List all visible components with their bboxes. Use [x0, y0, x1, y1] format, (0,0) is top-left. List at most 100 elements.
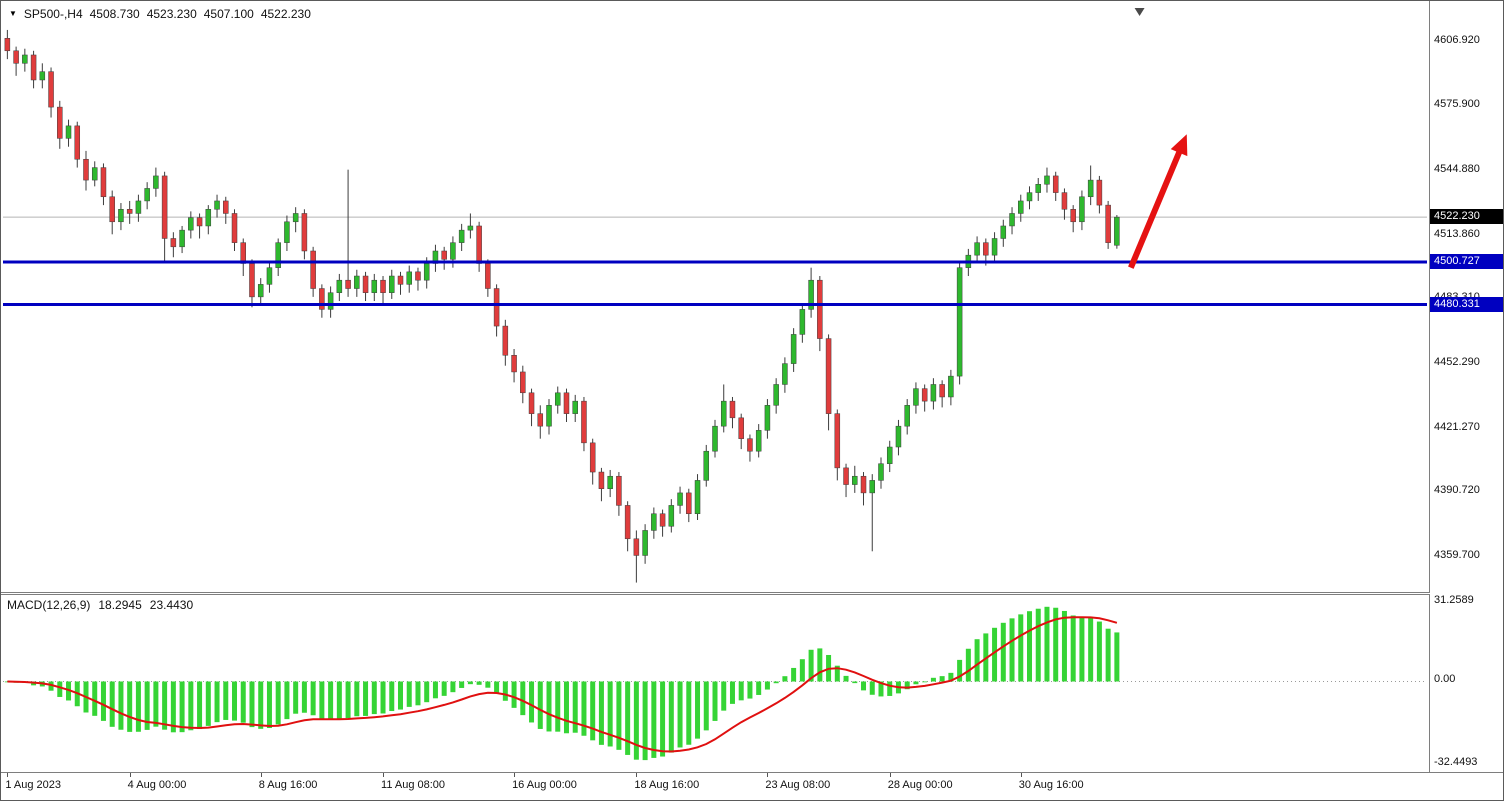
- macd-bar: [738, 681, 744, 701]
- candles-series: [4, 29, 1120, 583]
- candle-body-down: [100, 167, 107, 198]
- candle: [790, 328, 797, 372]
- macd-bar: [336, 681, 342, 719]
- macd-bar: [668, 681, 674, 753]
- trend-arrow-head[interactable]: [1170, 134, 1188, 157]
- candle: [327, 286, 334, 318]
- time-axis[interactable]: 1 Aug 2023 4 Aug 00:00 8 Aug 16:00 11 Aug 0…: [1, 772, 1503, 800]
- candle-body-up: [764, 405, 771, 431]
- candle: [406, 265, 412, 293]
- time-axis-label: 8 Aug 16:00: [258, 779, 318, 791]
- trend-arrow-shaft[interactable]: [1128, 145, 1185, 269]
- candle-body-up: [118, 209, 124, 223]
- candle-body-down: [659, 513, 666, 527]
- candle-body-down: [825, 338, 832, 414]
- candle-body-up: [773, 384, 779, 406]
- macd-bar: [799, 659, 805, 682]
- candle: [939, 380, 945, 408]
- macd-bar: [1053, 607, 1059, 682]
- candle: [581, 396, 587, 452]
- macd-bar: [319, 681, 325, 719]
- symbol-timeframe-label[interactable]: SP500-,H4: [23, 7, 83, 21]
- candle: [991, 232, 998, 264]
- candle: [563, 388, 570, 422]
- candle: [633, 530, 640, 583]
- candle-body-up: [974, 242, 980, 256]
- candle: [1018, 194, 1024, 222]
- macd-bar: [607, 681, 613, 747]
- candle-body-up: [895, 425, 902, 448]
- symbol-dropdown-icon[interactable]: ▼: [9, 9, 17, 18]
- macd-bar: [1105, 628, 1111, 682]
- candle-body-down: [537, 413, 544, 427]
- macd-axis-label: -32.4493: [1434, 755, 1478, 768]
- candle: [729, 396, 736, 429]
- candle: [301, 209, 308, 260]
- macd-bar: [153, 681, 159, 727]
- candle: [572, 394, 578, 422]
- candle-body-up: [467, 225, 474, 231]
- macd-bar: [939, 676, 945, 682]
- candle: [231, 209, 238, 251]
- candle: [878, 457, 884, 489]
- candle: [747, 434, 753, 462]
- macd-bar: [747, 681, 753, 699]
- macd-bar: [57, 681, 63, 697]
- macd-bar: [415, 681, 421, 706]
- candle-body-up: [275, 242, 281, 268]
- macd-bar: [834, 665, 840, 682]
- macd-bar: [467, 681, 473, 685]
- macd-bar: [1061, 610, 1067, 682]
- candle-body-up: [948, 375, 954, 398]
- macd-bar: [887, 681, 893, 696]
- time-axis-label: 18 Aug 16:00: [634, 779, 700, 791]
- candle: [380, 276, 386, 304]
- macd-bar: [92, 681, 98, 716]
- price-axis-label: 4390.720: [1434, 484, 1480, 497]
- macd-axis[interactable]: 31.2589 0.00 -32.4493: [1429, 594, 1503, 772]
- candle: [624, 501, 631, 552]
- candle-body-down: [633, 538, 640, 556]
- candle: [336, 273, 343, 302]
- candle-body-down: [161, 175, 168, 239]
- candle: [974, 236, 980, 264]
- candle: [694, 474, 701, 521]
- support-price-badge: 4480.331: [1430, 296, 1503, 312]
- time-axis-tick: [1020, 773, 1022, 777]
- macd-canvas[interactable]: [3, 596, 1427, 770]
- candle-body-down: [589, 442, 596, 473]
- price-axis[interactable]: 4522.230 4500.727 4480.331 4606.920 4575.…: [1429, 1, 1503, 593]
- candle-body-up: [913, 388, 919, 406]
- candle-body-down: [817, 279, 823, 339]
- time-axis-tick: [767, 773, 769, 777]
- trend-arrow[interactable]: [1128, 134, 1188, 269]
- price-chart-pane[interactable]: ▼ SP500-,H4 4508.730 4523.230 4507.100 4…: [1, 1, 1429, 593]
- candle-body-up: [703, 450, 710, 481]
- candle-body-down: [170, 238, 177, 248]
- macd-bar: [502, 681, 508, 701]
- candle: [4, 29, 11, 60]
- candle-body-down: [729, 400, 736, 419]
- candle: [843, 463, 849, 498]
- time-axis-label: 23 Aug 08:00: [765, 779, 831, 791]
- macd-bar: [284, 681, 290, 720]
- chart-shift-marker-icon[interactable]: [1134, 8, 1145, 16]
- candle-body-up: [755, 430, 762, 452]
- macd-bar: [764, 681, 770, 690]
- candle: [921, 384, 928, 412]
- candle-body-down: [57, 106, 63, 139]
- price-chart-canvas[interactable]: [3, 7, 1427, 593]
- candle-body-up: [677, 492, 683, 506]
- time-axis-label: 1 Aug 2023: [5, 779, 62, 791]
- macd-bar: [590, 681, 596, 741]
- macd-bar: [4, 681, 10, 683]
- candle-body-down: [319, 288, 325, 310]
- candle: [1035, 178, 1041, 201]
- candle: [1105, 200, 1111, 249]
- candle: [144, 182, 150, 210]
- ohlc-low-value: 4507.100: [203, 7, 254, 21]
- candle-body-down: [520, 371, 526, 394]
- time-axis-label: 16 Aug 00:00: [512, 779, 577, 791]
- macd-bar: [205, 681, 211, 726]
- macd-indicator-pane[interactable]: MACD(12,26,9) 18.2945 23.4430: [1, 594, 1429, 772]
